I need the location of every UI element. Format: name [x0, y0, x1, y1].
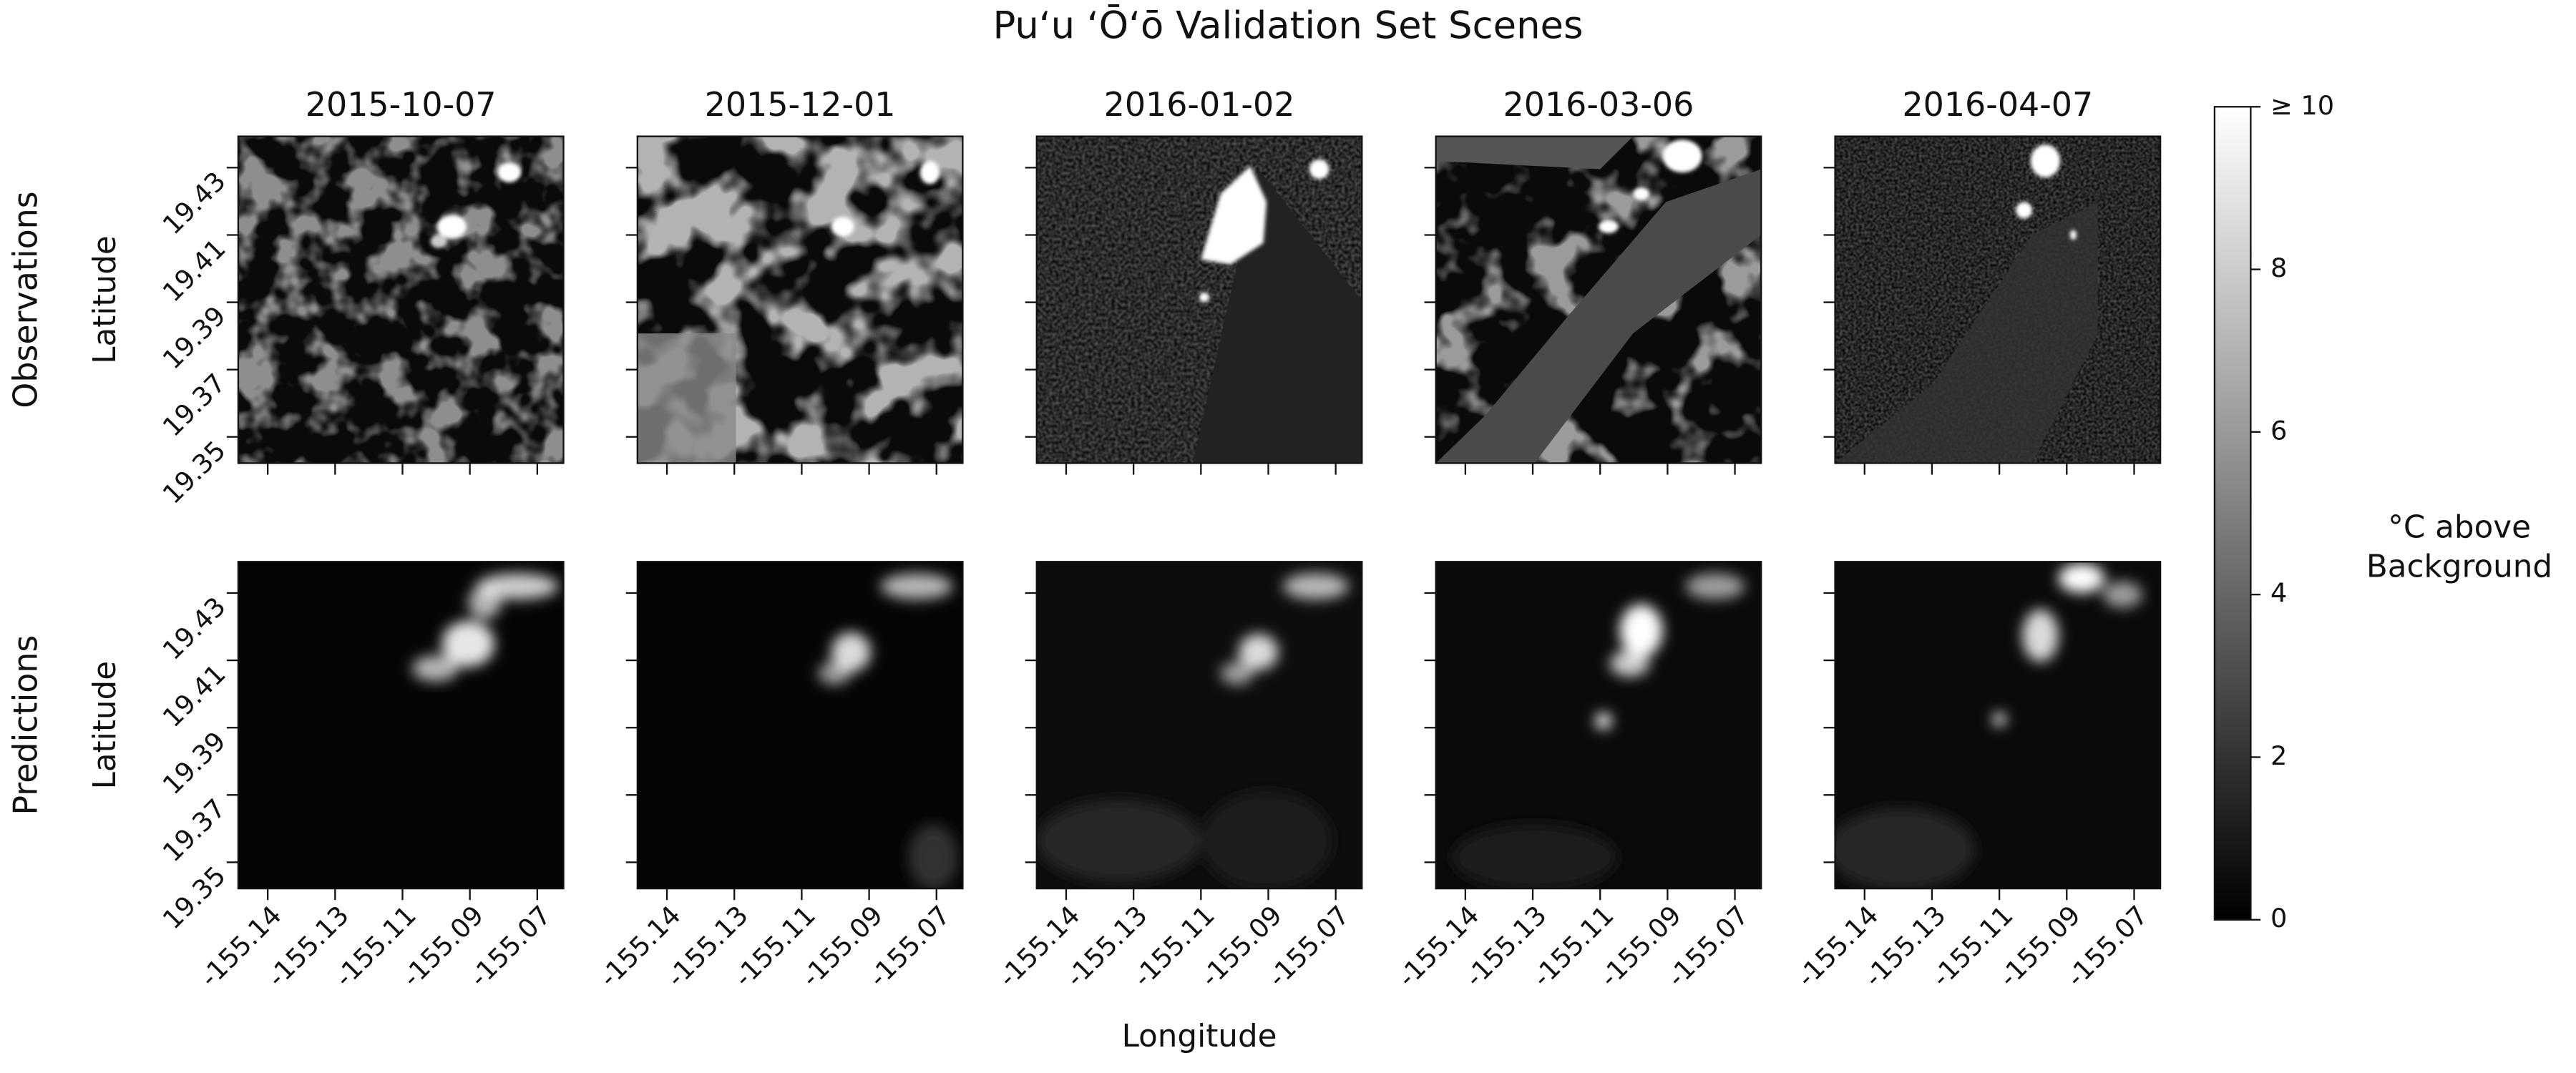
y-tick-label: 19.43	[157, 166, 232, 241]
panel-frame	[636, 561, 964, 890]
y-axis-label: Latitude	[87, 661, 123, 789]
column-title: 2015-12-01	[705, 85, 896, 124]
colorbar-tick-label: 6	[2270, 415, 2287, 446]
row-label: Predictions	[6, 635, 45, 815]
image-panel	[1835, 136, 2161, 464]
panel-frame	[1834, 135, 2162, 464]
colorbar-tick-label: 8	[2270, 253, 2287, 283]
column-title: 2015-10-07	[306, 85, 497, 124]
figure-title: Pu‘u ‘Ō‘ō Validation Set Scenes	[992, 4, 1583, 48]
y-tick-label: 19.41	[157, 658, 232, 733]
colorbar-tick-label: ≥ 10	[2270, 90, 2334, 121]
y-tick-label: 19.37	[157, 793, 232, 868]
colorbar-tick-label: 0	[2270, 903, 2287, 934]
column-title: 2016-01-02	[1104, 85, 1295, 124]
panel-frame	[237, 561, 565, 890]
colorbar-label: °C above	[2388, 509, 2531, 545]
y-tick-label: 19.41	[157, 233, 232, 308]
panel-frame	[1035, 561, 1363, 890]
y-tick-label: 19.35	[157, 861, 232, 936]
y-tick-label: 19.39	[157, 725, 232, 800]
image-panel	[1036, 136, 1362, 464]
x-axis-label: Longitude	[1122, 1019, 1277, 1054]
colorbar-tick-label: 2	[2270, 740, 2287, 771]
y-tick-label: 19.35	[157, 435, 232, 510]
column-title: 2016-04-07	[1902, 85, 2093, 124]
panel-frame	[1435, 135, 1762, 464]
y-tick-label: 19.37	[157, 368, 232, 443]
colorbar	[2213, 106, 2252, 921]
panel-frame	[1834, 561, 2162, 890]
panel-frame	[1435, 561, 1762, 890]
image-panel	[637, 136, 963, 464]
colorbar-tick-label: 4	[2270, 578, 2287, 609]
image-panel	[1435, 136, 1762, 464]
y-tick-label: 19.39	[157, 300, 232, 376]
image-panel	[1036, 562, 1362, 889]
column-title: 2016-03-06	[1503, 85, 1694, 124]
row-label: Observations	[6, 191, 45, 408]
panel-frame	[1035, 135, 1363, 464]
image-panel	[238, 562, 564, 889]
image-panel	[1435, 562, 1762, 889]
panel-frame	[636, 135, 964, 464]
y-axis-label: Latitude	[87, 235, 123, 363]
y-tick-label: 19.43	[157, 591, 232, 666]
image-panel	[637, 562, 963, 889]
panel-frame	[237, 135, 565, 464]
colorbar-label: Background	[2366, 549, 2552, 584]
image-panel	[238, 136, 564, 464]
image-panel	[1835, 562, 2161, 889]
